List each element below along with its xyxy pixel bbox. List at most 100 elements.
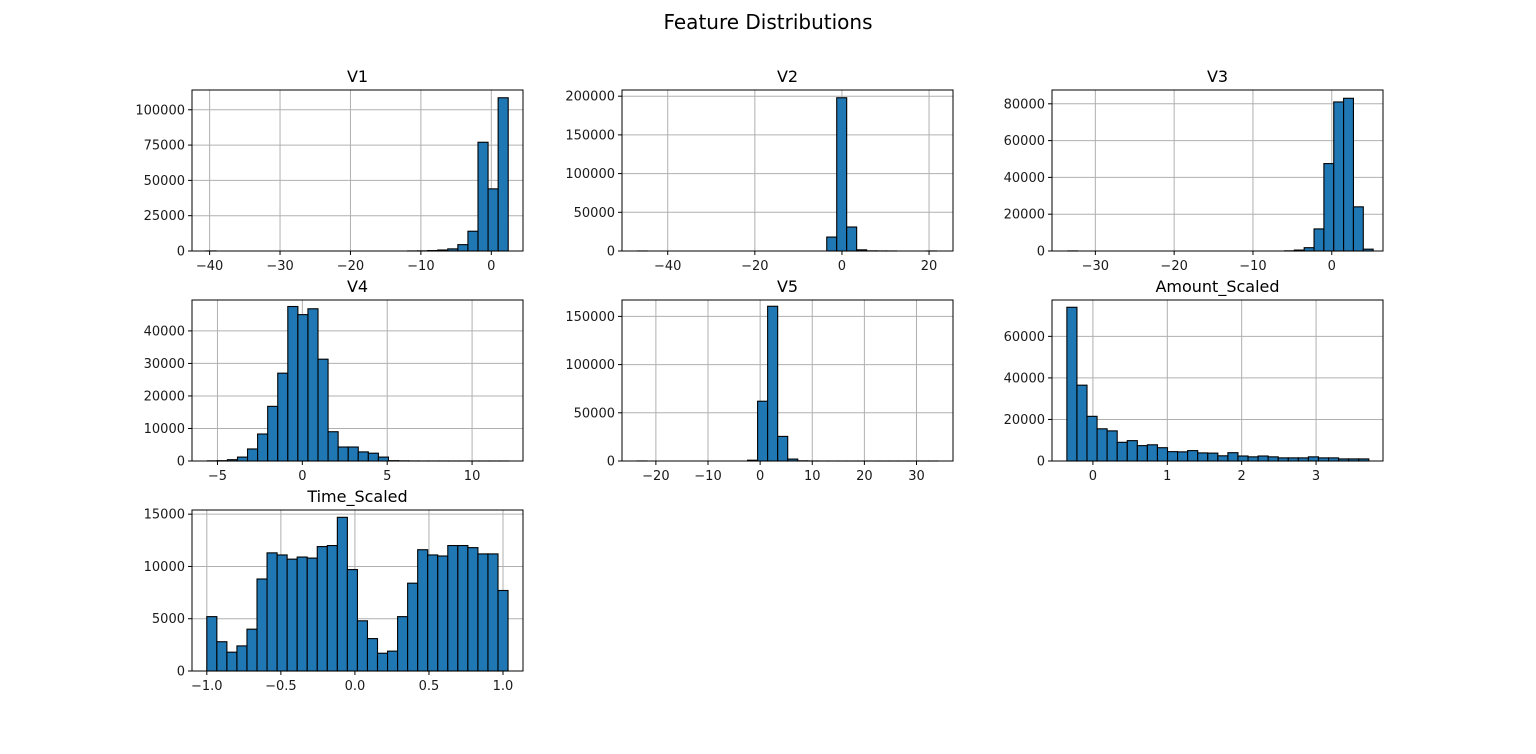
y-tick-label: 75000 [144, 139, 185, 154]
histogram-bar [1207, 452, 1219, 462]
x-tick-label: −20 [642, 469, 669, 484]
x-tick-label: −5 [208, 469, 227, 484]
x-tick-label: −40 [654, 259, 681, 274]
histogram-bar [326, 544, 338, 672]
axes-frame [621, 299, 954, 462]
x-tick-label: 0 [756, 469, 764, 484]
histogram-bar [266, 552, 278, 672]
histogram-bar [846, 226, 858, 252]
y-axis: 0 50000 100000 150000 200000 [565, 90, 622, 260]
histogram-bar [367, 452, 379, 462]
y-axis: 0 20000 40000 60000 80000 [1004, 97, 1052, 260]
histogram-bar [477, 553, 489, 672]
x-tick-label: −1.0 [191, 679, 223, 694]
axes-frame [191, 299, 524, 462]
subplot-title: V1 [347, 67, 368, 86]
y-axis: 0 20000 40000 60000 [1004, 330, 1052, 470]
y-tick-label: 40000 [144, 324, 185, 339]
histogram-bar [397, 616, 409, 672]
histogram-bar [366, 638, 379, 672]
histogram-bar [1146, 444, 1159, 462]
x-tick-label: −10 [694, 469, 721, 484]
x-axis: −40 −20 0 20 [654, 251, 937, 274]
figure-title: Feature Distributions [663, 10, 873, 34]
plot-area [622, 90, 953, 251]
histogram-bar [277, 372, 289, 462]
y-tick-label: 40000 [1004, 371, 1045, 386]
histogram-bar [437, 555, 449, 672]
subplot-title: V5 [777, 277, 798, 296]
plot-area [622, 300, 953, 461]
histogram-bar [1106, 430, 1118, 462]
histogram-bar [287, 305, 299, 462]
y-tick-label: 40000 [1004, 171, 1045, 186]
y-tick-label: 100000 [565, 167, 615, 182]
y-tick-label: 50000 [574, 406, 615, 421]
histogram-bar [1136, 445, 1148, 462]
histogram-bar [477, 141, 489, 252]
x-tick-label: 0 [838, 259, 846, 274]
x-tick-label: 1 [1163, 469, 1171, 484]
histogram-bar [267, 405, 279, 462]
histogram-bar [447, 544, 459, 672]
x-tick-label: −30 [266, 259, 293, 274]
plot-area [192, 300, 523, 461]
histogram-bar [1352, 206, 1364, 252]
subplot-amount-scaled: 0 1 2 3 0 20000 40000 60000 Amount_Scaled [1004, 277, 1384, 484]
x-tick-label: 0.0 [345, 679, 366, 694]
histogram-bar [407, 582, 419, 672]
histogram-bar [777, 435, 789, 462]
axes-frame [1051, 89, 1384, 252]
y-axis: 0 50000 100000 150000 [565, 310, 622, 470]
histogram-bar [317, 358, 329, 462]
subplot-title: Time_Scaled [306, 487, 407, 507]
histogram-bar [1343, 97, 1354, 252]
x-axis: −20 −10 0 10 20 30 [642, 461, 925, 484]
x-tick-label: 20 [921, 259, 938, 274]
histogram-bar [216, 641, 228, 672]
subplot-title: V4 [347, 277, 368, 296]
subplot-time-scaled: −1.0 −0.5 0.0 0.5 1.0 0 5000 10000 15000 Time_Sca… [144, 487, 524, 694]
y-tick-label: 30000 [144, 357, 185, 372]
histogram-bars [206, 305, 510, 462]
histogram-bar [346, 569, 358, 672]
histogram-bar [826, 236, 838, 252]
y-tick-label: 10000 [144, 422, 185, 437]
y-tick-label: 0 [1037, 455, 1045, 470]
histogram-bar [357, 451, 369, 462]
y-tick-label: 150000 [565, 310, 615, 325]
histogram-bar [1066, 306, 1078, 462]
histogram-bar [246, 628, 258, 672]
histogram-bar [1166, 451, 1179, 462]
histogram-bar [1096, 428, 1108, 462]
y-tick-label: 20000 [1004, 208, 1045, 223]
subplot-v2: −40 −20 0 20 0 50000 100000 150000 200000 V2 [565, 67, 954, 274]
x-axis: −40 −30 −20 −10 0 [196, 251, 495, 274]
histogram-bar [307, 308, 319, 462]
x-axis: −5 0 5 10 [208, 461, 480, 484]
histogram-bar [1247, 456, 1259, 462]
subplot-v4: −5 0 5 10 0 10000 20000 30000 40000 V4 [144, 277, 524, 484]
y-tick-label: 0 [607, 245, 615, 260]
x-tick-label: 20 [856, 469, 873, 484]
histogram-bar [356, 620, 369, 672]
plot-area [192, 90, 523, 251]
histogram-bar [1313, 228, 1325, 252]
histogram-bar [457, 244, 469, 252]
x-tick-label: −40 [196, 259, 223, 274]
x-tick-label: 0 [487, 259, 495, 274]
histogram-bar [336, 516, 348, 672]
histogram-bar [256, 578, 268, 672]
histogram-bar [1257, 455, 1269, 462]
histogram-bar [246, 448, 259, 462]
histogram-bar [1187, 450, 1199, 462]
histogram-bar [376, 652, 389, 672]
histogram-bar [286, 558, 298, 672]
histogram-bars [206, 516, 509, 672]
histogram-bar [306, 557, 318, 672]
y-tick-label: 50000 [144, 174, 185, 189]
histogram-bar [1267, 456, 1279, 462]
x-tick-label: −10 [407, 259, 434, 274]
histogram-bar [1333, 101, 1345, 252]
